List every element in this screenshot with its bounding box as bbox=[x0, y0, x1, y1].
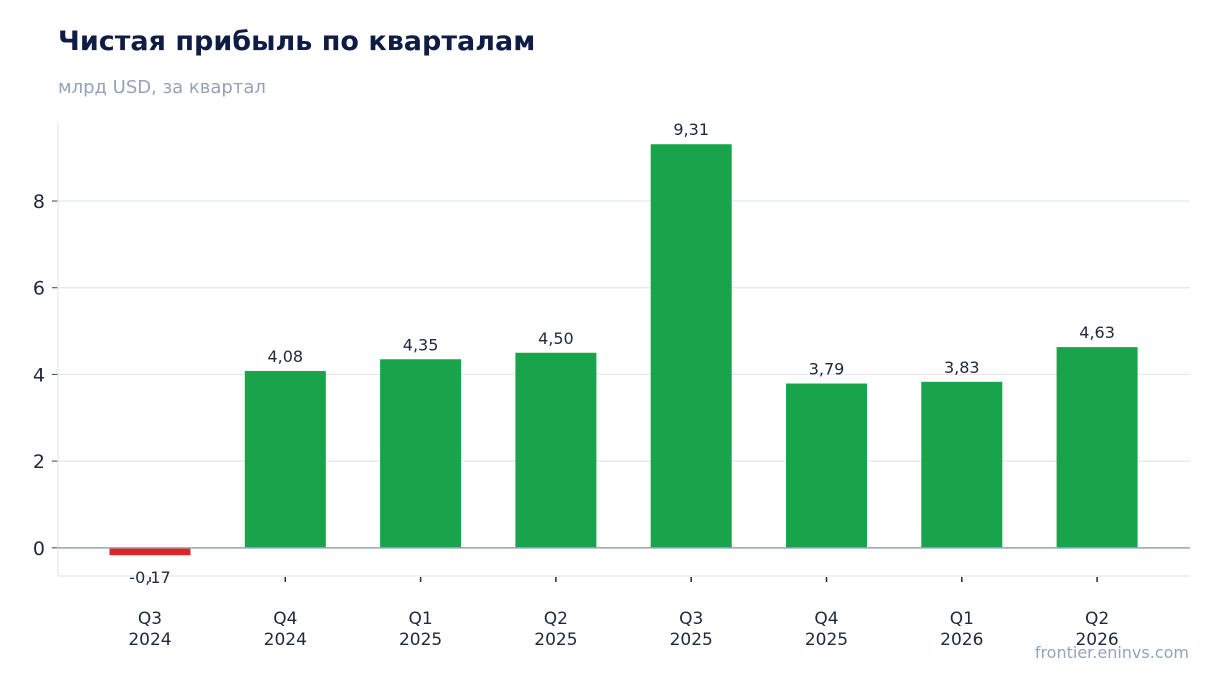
data-label: 4,08 bbox=[267, 347, 303, 366]
x-tick-label: Q1 bbox=[408, 609, 432, 629]
bar bbox=[786, 383, 867, 548]
x-tick-label: 2025 bbox=[670, 630, 713, 650]
bar bbox=[650, 144, 732, 548]
bar bbox=[921, 381, 1003, 548]
y-tick-label: 6 bbox=[33, 278, 45, 300]
x-tick-label: Q2 bbox=[1085, 609, 1109, 629]
bar bbox=[1056, 347, 1138, 548]
chart-subtitle: млрд USD, за квартал bbox=[58, 77, 266, 98]
x-tick-label: Q4 bbox=[273, 609, 297, 629]
bar bbox=[109, 547, 191, 556]
data-label: 4,50 bbox=[538, 329, 574, 348]
data-label: 4,35 bbox=[403, 335, 439, 354]
chart-title: Чистая прибыль по кварталам bbox=[58, 26, 536, 57]
bar bbox=[515, 352, 597, 548]
x-tick-label: 2026 bbox=[940, 630, 983, 650]
data-label: 3,83 bbox=[944, 358, 980, 377]
bar bbox=[380, 359, 462, 548]
x-tick-label: Q3 bbox=[138, 609, 162, 629]
y-tick-label: 2 bbox=[33, 451, 45, 473]
data-label: 3,79 bbox=[809, 360, 845, 379]
x-tick-label: 2025 bbox=[805, 630, 848, 650]
bar bbox=[244, 370, 326, 548]
y-tick-label: 8 bbox=[33, 191, 45, 213]
x-tick-label: Q4 bbox=[814, 609, 838, 629]
data-label: 4,63 bbox=[1079, 323, 1115, 342]
x-tick-label: 2024 bbox=[264, 630, 307, 650]
x-tick-label: 2024 bbox=[128, 630, 171, 650]
y-tick-label: 4 bbox=[33, 364, 45, 386]
x-tick-label: Q1 bbox=[950, 609, 974, 629]
data-label: 9,31 bbox=[673, 120, 709, 139]
x-tick-label: Q3 bbox=[679, 609, 703, 629]
x-tick-label: Q2 bbox=[544, 609, 568, 629]
x-tick-label: 2025 bbox=[534, 630, 577, 650]
source-credit: frontier.eninvs.com bbox=[1034, 643, 1189, 662]
x-tick-label: 2026 bbox=[1075, 630, 1118, 650]
y-tick-label: 0 bbox=[33, 538, 45, 560]
x-tick-label: 2025 bbox=[399, 630, 442, 650]
